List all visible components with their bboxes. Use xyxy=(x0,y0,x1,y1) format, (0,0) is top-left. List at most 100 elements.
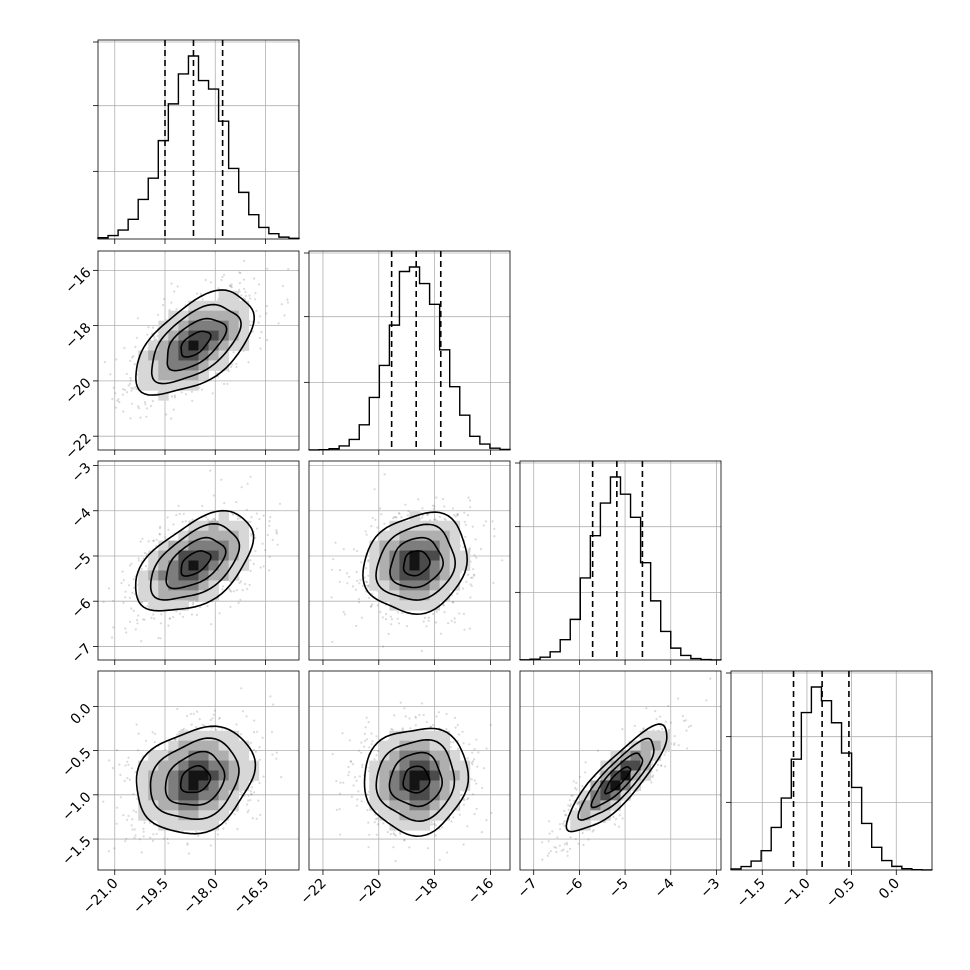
density-cell xyxy=(630,770,641,781)
scatter-point xyxy=(134,386,137,389)
scatter-point xyxy=(481,786,484,790)
scatter-point xyxy=(102,600,105,604)
scatter-point xyxy=(118,401,121,404)
scatter-point xyxy=(365,533,368,536)
scatter-point xyxy=(361,763,364,766)
density-cell xyxy=(188,300,199,312)
scatter-point xyxy=(114,406,117,409)
scatter-point xyxy=(176,707,179,711)
scatter-point xyxy=(182,512,185,515)
x-tick-label: 0.0 xyxy=(876,876,903,903)
scatter-point xyxy=(115,822,118,825)
scatter-point xyxy=(170,417,173,420)
scatter-point xyxy=(200,388,204,391)
scatter-point xyxy=(181,615,184,619)
density-cell xyxy=(620,750,631,761)
density-cell xyxy=(168,590,179,601)
scatter-point xyxy=(123,779,126,783)
scatter-point xyxy=(166,837,169,841)
density-cell xyxy=(580,810,591,821)
scatter-point xyxy=(443,517,446,520)
scatter-point xyxy=(343,613,346,616)
density-cell xyxy=(419,810,430,821)
scatter-point xyxy=(398,512,401,515)
density-cell xyxy=(198,330,209,341)
scatter-point xyxy=(439,632,442,635)
scatter-point xyxy=(238,282,241,285)
scatter-point xyxy=(124,590,127,593)
scatter-point xyxy=(158,527,162,530)
scatter-point xyxy=(201,504,204,507)
scatter-point xyxy=(451,601,454,604)
scatter-point xyxy=(482,767,485,770)
density-cell xyxy=(459,550,471,561)
density-cell xyxy=(439,760,451,771)
scatter-point xyxy=(661,727,664,731)
scatter-point xyxy=(651,775,654,779)
density-cell xyxy=(610,760,621,771)
scatter-point xyxy=(133,363,136,366)
scatter-point xyxy=(373,758,376,761)
scatter-point xyxy=(364,530,367,533)
scatter-point xyxy=(147,326,150,329)
scatter-point xyxy=(568,847,572,851)
density-cell xyxy=(148,800,159,811)
scatter-point xyxy=(421,507,424,510)
scatter-point xyxy=(240,687,243,690)
density-cell xyxy=(459,760,471,771)
density-cell xyxy=(198,730,209,742)
scatter-point xyxy=(501,559,504,562)
scatter-point xyxy=(541,841,544,844)
scatter-point xyxy=(397,511,400,515)
x-tick-label: −21.0 xyxy=(80,876,122,918)
density-cell xyxy=(208,770,219,781)
scatter-point xyxy=(399,832,402,835)
density-cell xyxy=(198,350,209,361)
scatter-point xyxy=(150,616,153,620)
scatter-point xyxy=(247,809,250,812)
scatter-point xyxy=(422,620,425,623)
scatter-point xyxy=(249,520,252,524)
scatter-point xyxy=(255,309,258,312)
scatter-point xyxy=(470,778,473,781)
scatter-point xyxy=(556,836,559,839)
density-cell xyxy=(188,770,199,781)
contour-level-1 xyxy=(166,317,228,372)
scatter-point xyxy=(286,298,289,301)
scatter-point xyxy=(128,596,131,600)
scatter-point xyxy=(124,764,127,767)
panel-frame-r1c0 xyxy=(97,250,300,451)
scatter-point xyxy=(473,574,476,577)
scatter-point xyxy=(151,400,154,403)
scatter-point xyxy=(246,482,249,485)
density-cell xyxy=(218,310,230,322)
scatter-point xyxy=(443,611,446,614)
scatter-point xyxy=(213,709,216,712)
density-cell xyxy=(389,780,400,791)
scatter-point xyxy=(149,836,152,839)
scatter-point xyxy=(126,777,129,780)
grid-r3c2 xyxy=(520,671,721,870)
scatter-point xyxy=(258,758,262,761)
scatter-point xyxy=(239,271,242,275)
scatter-point xyxy=(621,728,624,731)
scatter-point xyxy=(363,732,366,736)
scatter-point xyxy=(265,304,268,308)
scatter-point xyxy=(138,838,141,841)
scatter-point xyxy=(142,618,145,621)
density-cell xyxy=(198,360,209,371)
density-cell xyxy=(178,760,189,771)
scatter-point xyxy=(266,267,269,270)
density-cell xyxy=(198,590,209,601)
scatter-point xyxy=(137,559,140,562)
panel-frame-r3c1 xyxy=(308,670,511,871)
scatter-point xyxy=(367,559,370,562)
density-cell xyxy=(158,540,169,551)
scatter-point xyxy=(356,798,359,801)
scatter-point xyxy=(582,843,585,847)
density-cell xyxy=(218,290,230,302)
density-cell xyxy=(640,760,652,771)
scatter-point xyxy=(195,726,198,729)
scatter-point xyxy=(129,359,132,362)
y-tick-label: −1.5 xyxy=(59,833,94,868)
